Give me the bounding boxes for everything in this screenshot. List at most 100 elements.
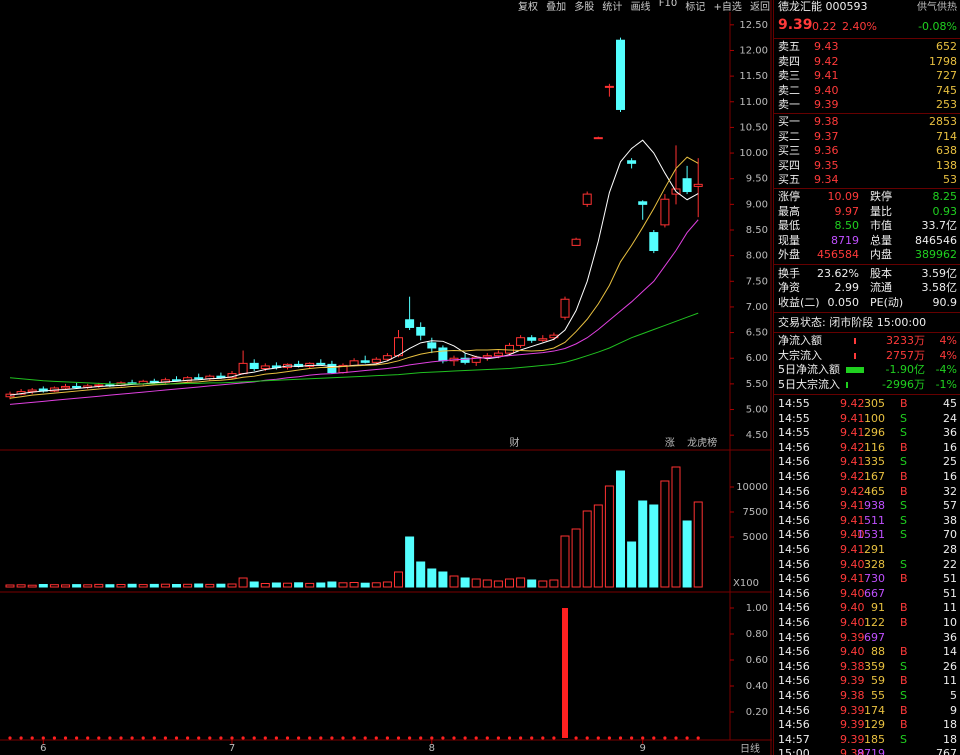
trade-count: 36: [943, 426, 957, 440]
trade-price: 9.38: [840, 689, 865, 702]
volume-bar: [216, 583, 226, 588]
stat-label: 最低: [778, 219, 800, 232]
sector-pct: -0.08%: [918, 20, 957, 33]
trade-time: 14:55: [778, 411, 810, 425]
candle-body: [349, 360, 359, 366]
volume-bar: [571, 528, 581, 588]
volume-bar: [271, 582, 281, 588]
book-label: 买五: [778, 173, 800, 186]
book-label: 买二: [778, 129, 800, 143]
trade-volume: 129: [864, 718, 885, 732]
stat-label: 内盘: [870, 248, 892, 261]
candle-body: [560, 298, 570, 318]
indicator-dot: [696, 736, 700, 740]
trade-volume: 296: [864, 426, 885, 440]
volume-bar: [283, 582, 292, 588]
book-price: 9.36: [814, 144, 839, 157]
indicator-dot: [274, 736, 278, 740]
toolbar-button[interactable]: 复权: [518, 2, 538, 13]
stat-value: 9.97: [834, 204, 860, 218]
trade-volume: 100: [864, 411, 885, 425]
stat-label: 现量: [778, 233, 800, 247]
flow-pct: -1%: [935, 377, 957, 391]
indicator-dot: [8, 736, 12, 740]
indicator-dot: [263, 736, 267, 740]
y-tick-label: 0.60: [746, 655, 768, 666]
event-marker: 龙虎榜: [687, 436, 717, 449]
trade-price: 9.41: [840, 411, 865, 425]
change-pct: 2.40%: [842, 20, 877, 33]
trade-volume: 88: [871, 645, 885, 659]
volume-bar: [538, 580, 548, 588]
toolbar-button[interactable]: 画线: [630, 2, 651, 13]
indicator-dot: [541, 736, 545, 740]
ma-line: [9, 312, 699, 385]
trade-side: S: [900, 513, 907, 527]
candle-body: [649, 232, 659, 252]
y-tick-label: 0.40: [746, 681, 768, 692]
trade-time: 14:56: [778, 689, 810, 702]
flow-label: 净流入额: [778, 334, 822, 347]
toolbar-button[interactable]: F10: [658, 0, 678, 9]
toolbar-button[interactable]: 多股: [574, 2, 595, 13]
volume-bar: [183, 583, 193, 588]
indicator-dot: [430, 736, 434, 740]
volume-bar: [427, 568, 437, 588]
y-tick-label: 10.50: [739, 122, 768, 133]
volume-bar: [638, 500, 648, 588]
candle-body: [194, 377, 204, 380]
toolbar-button[interactable]: +自选: [713, 2, 742, 13]
indicator-dot: [596, 736, 600, 740]
toolbar-button[interactable]: 返回: [750, 2, 770, 13]
toolbar-button[interactable]: 叠加: [546, 2, 567, 13]
candle-body: [593, 137, 603, 140]
volume-bar: [94, 583, 104, 588]
trade-time: 14:56: [778, 557, 810, 571]
flow-bar: [854, 338, 856, 344]
candle-body: [471, 356, 481, 363]
toolbar-button[interactable]: 标记: [685, 2, 706, 13]
candle-body: [505, 344, 514, 354]
volume-bar: [604, 485, 614, 588]
trade-volume: 1531: [857, 528, 885, 542]
trade-count: 28: [943, 543, 957, 556]
flow-bar: [854, 352, 856, 359]
trade-side: S: [900, 455, 907, 469]
trade-price: 9.41: [840, 543, 865, 556]
trade-side: B: [900, 440, 908, 454]
stat-label: PE(动): [870, 295, 904, 309]
indicator-dot: [208, 736, 212, 740]
indicator-dot: [285, 736, 290, 740]
candle-body: [582, 193, 592, 205]
candle-body: [149, 380, 159, 383]
indicator-dot: [63, 736, 68, 740]
x-tick-label: 8: [429, 743, 435, 754]
toolbar-button[interactable]: 统计: [602, 2, 623, 13]
y-tick-label: 9.50: [746, 174, 768, 185]
indicator-dot: [408, 736, 412, 740]
book-label: 卖一: [778, 98, 800, 111]
divider: [774, 332, 960, 333]
trade-side: B: [900, 572, 908, 586]
candle-body: [416, 326, 426, 336]
volume-bar: [227, 583, 237, 588]
divider: [774, 38, 960, 39]
stat-value: 846546: [915, 233, 957, 247]
stat-value: 10.09: [827, 190, 860, 203]
volume-bar: [360, 582, 370, 588]
indicator-dot: [530, 736, 534, 740]
candle-body: [371, 358, 381, 363]
stat-value: 33.7亿: [921, 219, 958, 232]
volume-bar: [172, 584, 181, 588]
trade-price: 9.39: [840, 674, 865, 688]
indicator-dot: [385, 736, 389, 740]
volume-bar: [338, 582, 348, 588]
trade-volume: 122: [864, 616, 885, 629]
y-tick-label: 5.50: [746, 379, 768, 390]
trade-count: 24: [943, 411, 957, 425]
trade-count: 11: [943, 601, 957, 615]
volume-bar: [460, 577, 470, 588]
trade-time: 14:56: [778, 470, 810, 483]
volume-bar: [516, 577, 526, 588]
volume-bar: [671, 466, 681, 588]
